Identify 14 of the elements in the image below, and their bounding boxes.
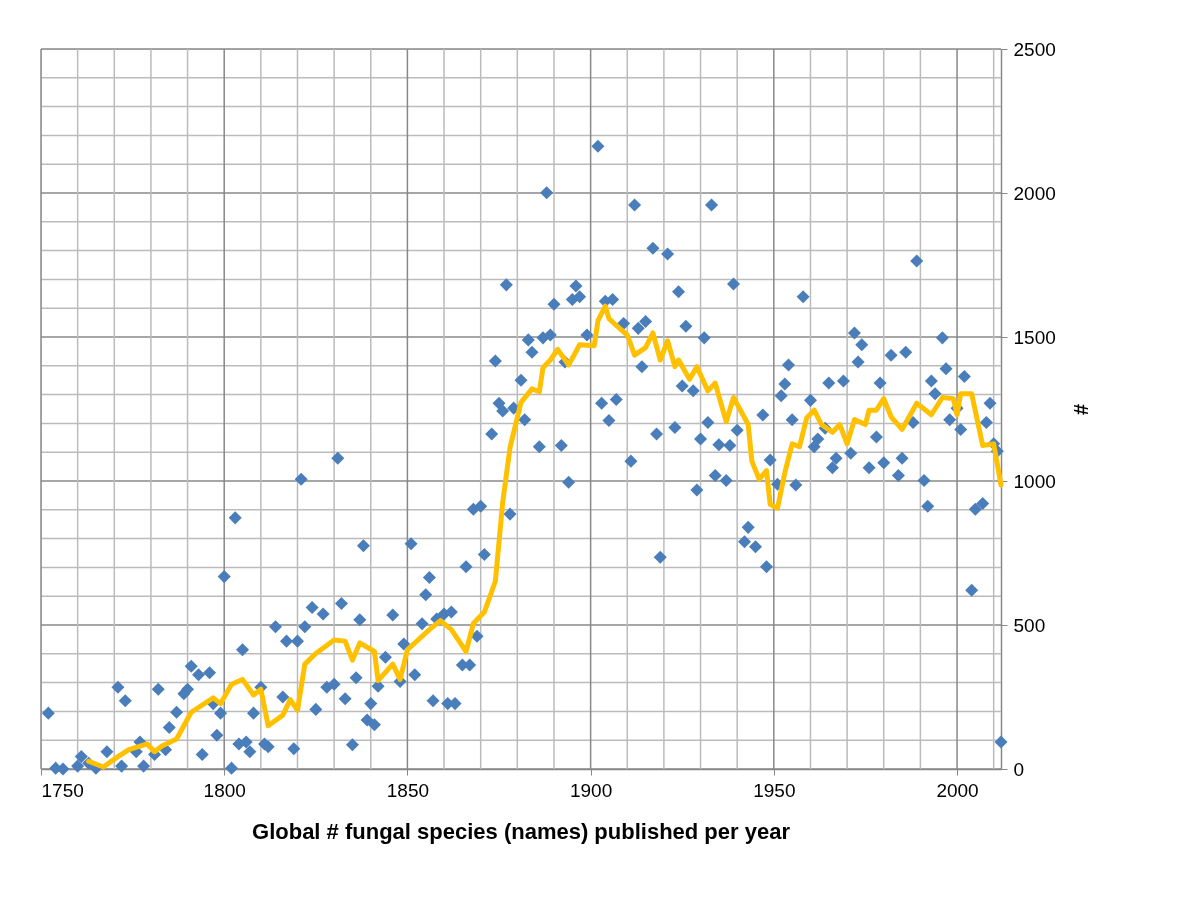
x-tick-label: 2000 (936, 779, 979, 801)
x-tick-label: 1800 (203, 779, 246, 801)
x-tick-label: 1850 (386, 779, 430, 801)
x-tick-label: 1900 (569, 779, 613, 801)
y-tick-label: 2500 (1013, 38, 1056, 60)
y-tick-label: 2000 (1013, 182, 1056, 204)
y-tick-label: 0 (1013, 758, 1025, 780)
y-axis-title: # (1069, 403, 1092, 416)
x-tick-label: 1750 (41, 779, 84, 801)
y-tick-label: 1500 (1013, 326, 1056, 348)
text: Global # fungal species (names) published per year (252, 819, 791, 844)
x-tick-label: 1950 (753, 779, 796, 801)
y-tick-label: 1000 (1013, 470, 1056, 492)
y-tick-label: 500 (1013, 614, 1046, 636)
